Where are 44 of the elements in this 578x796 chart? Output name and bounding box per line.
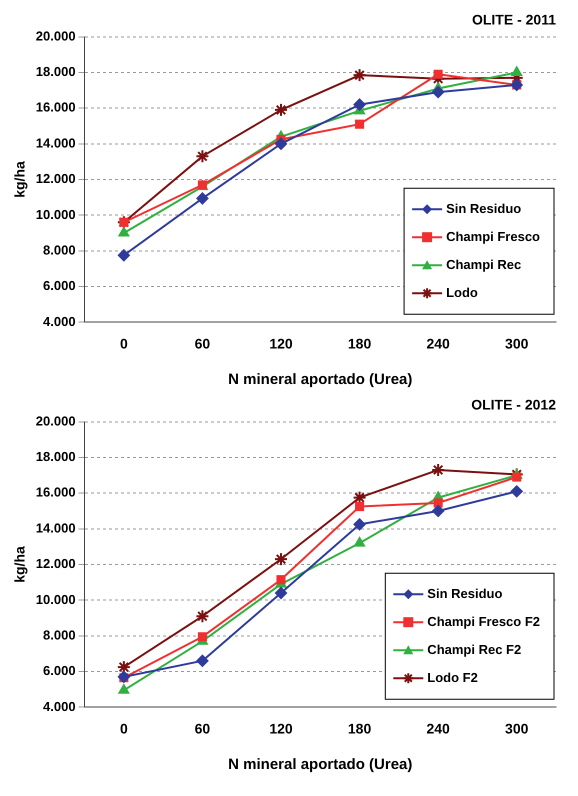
legend-label: Champi Rec bbox=[446, 256, 522, 272]
chart-title: OLITE - 2012 bbox=[471, 396, 556, 412]
chart-title: OLITE - 2011 bbox=[472, 11, 556, 28]
y-tick-label: 18.000 bbox=[36, 449, 76, 464]
y-axis-title: kg/ha bbox=[11, 546, 28, 583]
y-tick-label: 8.000 bbox=[43, 242, 76, 258]
x-tick-label: 120 bbox=[269, 720, 293, 736]
y-tick-label: 14.000 bbox=[36, 520, 76, 536]
x-tick-label: 0 bbox=[120, 335, 128, 352]
y-tick-label: 18.000 bbox=[36, 64, 76, 80]
x-tick-label: 120 bbox=[269, 335, 293, 352]
legend-label: Lodo F2 bbox=[427, 670, 478, 685]
y-tick-label: 12.000 bbox=[36, 556, 76, 572]
x-axis-title: N mineral aportado (Urea) bbox=[228, 756, 412, 774]
x-tick-label: 0 bbox=[120, 720, 128, 736]
y-tick-label: 6.000 bbox=[43, 278, 76, 294]
legend-label: Sin Residuo bbox=[446, 200, 522, 216]
legend-label: Champi Fresco F2 bbox=[427, 614, 540, 629]
y-tick-label: 8.000 bbox=[43, 627, 76, 642]
y-tick-label: 20.000 bbox=[36, 28, 76, 44]
legend-label: Lodo bbox=[446, 284, 478, 300]
x-tick-label: 240 bbox=[426, 720, 450, 736]
x-axis-title: N mineral aportado (Urea) bbox=[228, 371, 412, 388]
x-tick-label: 60 bbox=[194, 335, 210, 352]
legend-label: Champi Rec F2 bbox=[427, 642, 522, 657]
x-tick-label: 300 bbox=[505, 720, 529, 736]
x-tick-label: 180 bbox=[348, 720, 372, 736]
y-axis-title: kg/ha bbox=[11, 161, 28, 198]
legend-label: Champi Fresco bbox=[446, 228, 540, 244]
y-tick-label: 20.000 bbox=[36, 413, 76, 428]
y-tick-label: 16.000 bbox=[36, 100, 76, 115]
y-tick-label: 4.000 bbox=[43, 314, 76, 329]
y-tick-label: 10.000 bbox=[36, 592, 76, 607]
y-tick-label: 4.000 bbox=[43, 698, 76, 714]
x-tick-label: 180 bbox=[348, 335, 372, 352]
x-tick-label: 300 bbox=[505, 335, 529, 352]
x-tick-label: 240 bbox=[426, 335, 450, 352]
y-tick-label: 14.000 bbox=[36, 135, 76, 150]
y-tick-label: 10.000 bbox=[36, 206, 76, 222]
y-tick-label: 12.000 bbox=[36, 171, 76, 186]
y-tick-label: 6.000 bbox=[43, 663, 76, 678]
x-tick-label: 60 bbox=[194, 720, 210, 736]
y-tick-label: 16.000 bbox=[36, 484, 76, 500]
legend-label: Sin Residuo bbox=[427, 586, 502, 601]
